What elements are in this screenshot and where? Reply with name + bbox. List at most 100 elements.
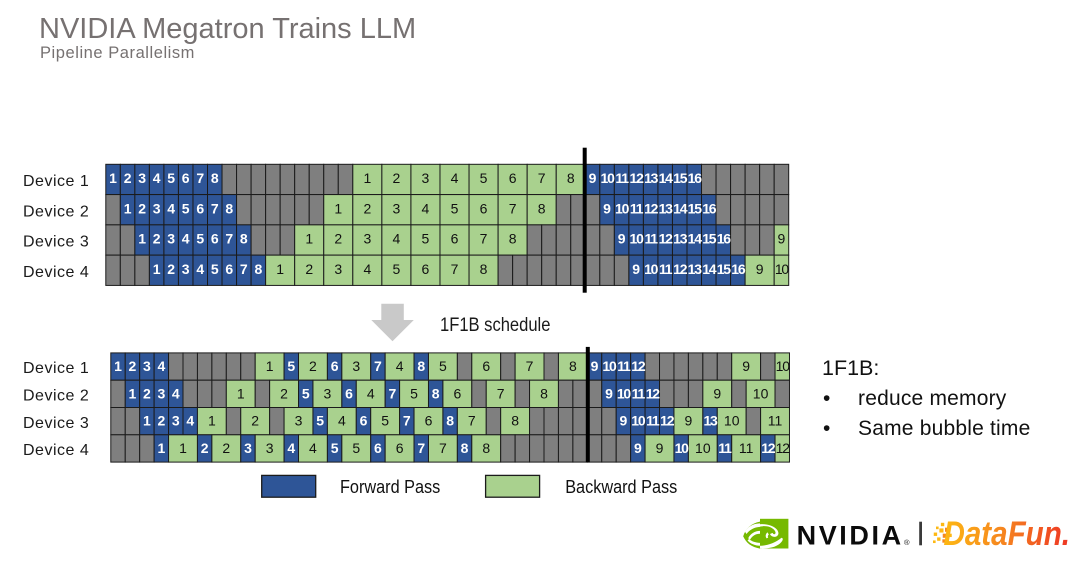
- svg-text:1: 1: [179, 440, 187, 456]
- svg-text:4: 4: [196, 261, 204, 277]
- svg-text:6: 6: [331, 358, 339, 374]
- svg-text:4: 4: [338, 413, 346, 429]
- svg-text:5: 5: [182, 200, 190, 216]
- svg-text:8: 8: [211, 170, 219, 186]
- svg-text:10: 10: [631, 413, 646, 429]
- svg-text:2: 2: [251, 413, 259, 429]
- svg-text:9: 9: [591, 358, 599, 374]
- svg-text:7: 7: [497, 385, 505, 401]
- svg-text:7: 7: [240, 261, 248, 277]
- svg-text:2: 2: [143, 385, 151, 401]
- svg-text:9: 9: [778, 231, 786, 247]
- svg-text:15: 15: [688, 200, 703, 216]
- svg-text:9: 9: [634, 440, 642, 456]
- svg-text:9: 9: [632, 261, 640, 277]
- svg-text:Device 1: Device 1: [23, 173, 89, 190]
- svg-text:4: 4: [422, 200, 430, 216]
- svg-text:9: 9: [589, 170, 597, 186]
- svg-text:11: 11: [768, 413, 783, 429]
- svg-text:8: 8: [482, 440, 490, 456]
- svg-text:11: 11: [615, 170, 629, 186]
- svg-text:12: 12: [761, 440, 776, 456]
- svg-text:8: 8: [511, 413, 519, 429]
- svg-text:1: 1: [363, 170, 371, 186]
- svg-text:1: 1: [208, 413, 216, 429]
- svg-text:14: 14: [673, 200, 688, 216]
- svg-text:2: 2: [157, 413, 165, 429]
- svg-text:5: 5: [352, 440, 360, 456]
- svg-text:1F1B schedule: 1F1B schedule: [440, 314, 550, 336]
- svg-text:1: 1: [124, 200, 132, 216]
- svg-text:6: 6: [211, 231, 219, 247]
- svg-text:6: 6: [182, 170, 190, 186]
- svg-text:1: 1: [334, 200, 342, 216]
- svg-text:Forward Pass: Forward Pass: [340, 476, 441, 497]
- svg-text:2: 2: [124, 170, 132, 186]
- svg-text:1: 1: [114, 358, 122, 374]
- svg-text:7: 7: [403, 413, 411, 429]
- svg-text:3: 3: [422, 170, 430, 186]
- svg-text:16: 16: [702, 200, 717, 216]
- svg-text:7: 7: [225, 231, 233, 247]
- svg-text:13: 13: [703, 413, 718, 429]
- svg-text:5: 5: [211, 261, 219, 277]
- svg-text:6: 6: [451, 231, 459, 247]
- svg-text:9: 9: [756, 261, 764, 277]
- svg-text:2: 2: [309, 358, 317, 374]
- svg-text:4: 4: [167, 200, 175, 216]
- svg-text:6: 6: [425, 413, 433, 429]
- svg-text:8: 8: [538, 200, 546, 216]
- svg-text:2: 2: [153, 231, 161, 247]
- svg-text:3: 3: [143, 358, 151, 374]
- svg-text:7: 7: [211, 200, 219, 216]
- svg-text:12: 12: [630, 170, 645, 186]
- svg-text:11: 11: [630, 200, 644, 216]
- svg-text:16: 16: [688, 170, 703, 186]
- svg-text:9: 9: [605, 385, 613, 401]
- svg-text:10: 10: [724, 413, 740, 429]
- svg-text:6: 6: [482, 358, 490, 374]
- svg-text:4: 4: [186, 413, 194, 429]
- svg-text:8: 8: [254, 261, 262, 277]
- svg-text:Device 3: Device 3: [23, 234, 89, 251]
- svg-text:10: 10: [644, 261, 659, 277]
- svg-text:9: 9: [685, 413, 693, 429]
- svg-text:3: 3: [153, 200, 161, 216]
- svg-text:6: 6: [422, 261, 430, 277]
- svg-text:8: 8: [417, 358, 425, 374]
- svg-text:8: 8: [540, 385, 548, 401]
- svg-text:11: 11: [659, 261, 673, 277]
- svg-text:5: 5: [451, 200, 459, 216]
- svg-text:4: 4: [393, 231, 401, 247]
- svg-text:10: 10: [775, 261, 790, 277]
- svg-text:11: 11: [718, 440, 732, 456]
- svg-text:12: 12: [631, 358, 646, 374]
- svg-text:Device 2: Device 2: [23, 388, 89, 405]
- svg-text:3: 3: [167, 231, 175, 247]
- svg-text:3: 3: [266, 440, 274, 456]
- svg-text:4: 4: [157, 358, 165, 374]
- svg-text:6: 6: [374, 440, 382, 456]
- svg-text:9: 9: [742, 358, 750, 374]
- svg-text:4: 4: [172, 385, 180, 401]
- svg-text:7: 7: [374, 358, 382, 374]
- svg-text:3: 3: [157, 385, 165, 401]
- svg-text:10: 10: [602, 358, 617, 374]
- svg-text:®: ®: [904, 538, 910, 547]
- svg-text:11: 11: [644, 231, 658, 247]
- svg-text:8: 8: [567, 170, 575, 186]
- svg-text:3: 3: [295, 413, 303, 429]
- svg-text:10: 10: [617, 385, 632, 401]
- svg-text:7: 7: [388, 385, 396, 401]
- svg-text:8: 8: [446, 413, 454, 429]
- svg-text:5: 5: [393, 261, 401, 277]
- svg-text:2: 2: [334, 231, 342, 247]
- svg-text:15: 15: [717, 261, 732, 277]
- svg-text:1: 1: [157, 440, 165, 456]
- svg-text:10: 10: [630, 231, 645, 247]
- svg-text:3: 3: [393, 200, 401, 216]
- svg-text:13: 13: [659, 200, 674, 216]
- svg-text:3: 3: [324, 385, 332, 401]
- svg-text:6: 6: [480, 200, 488, 216]
- svg-text:1: 1: [143, 413, 151, 429]
